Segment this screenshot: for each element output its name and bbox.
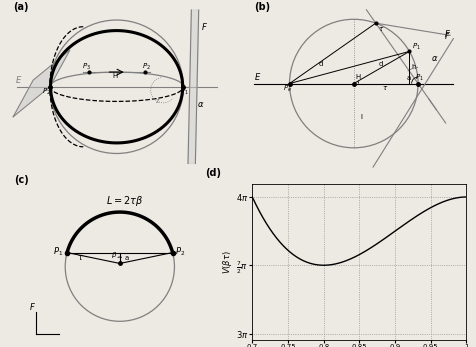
Text: $P_1$: $P_1$ <box>180 86 189 96</box>
Text: $P_1$: $P_1$ <box>53 245 63 258</box>
Text: $\alpha$: $\alpha$ <box>431 54 438 63</box>
Text: $P_1$: $P_1$ <box>416 73 424 83</box>
Text: F: F <box>202 23 207 32</box>
Text: h: h <box>411 64 416 70</box>
Text: $P_3$: $P_3$ <box>82 62 91 72</box>
Text: $\tau$: $\tau$ <box>382 84 388 92</box>
Text: $P_2$: $P_2$ <box>175 245 185 258</box>
Polygon shape <box>13 50 70 117</box>
Text: $P_1$: $P_1$ <box>412 42 421 52</box>
Text: $L = 2\tau\beta$: $L = 2\tau\beta$ <box>106 194 143 208</box>
Text: (a): (a) <box>13 2 29 12</box>
Polygon shape <box>188 10 198 163</box>
Text: H: H <box>112 73 117 79</box>
Text: d: d <box>318 60 323 67</box>
Text: $P_2$: $P_2$ <box>142 62 151 72</box>
Text: $\tau$: $\tau$ <box>377 25 384 33</box>
Text: (c): (c) <box>14 175 29 185</box>
Text: F: F <box>30 303 35 312</box>
Text: F: F <box>445 30 450 39</box>
Text: $\alpha$: $\alpha$ <box>197 100 204 109</box>
Text: d: d <box>378 60 383 67</box>
Text: z: z <box>155 99 159 104</box>
Text: $E$: $E$ <box>254 71 261 82</box>
Text: $\tau$: $\tau$ <box>77 253 84 262</box>
Text: (d): (d) <box>205 168 221 178</box>
Y-axis label: $V(\beta\tau)$: $V(\beta\tau)$ <box>221 250 234 274</box>
Text: F: F <box>445 32 450 41</box>
Text: a: a <box>125 255 129 261</box>
Text: $P_e$: $P_e$ <box>283 84 292 94</box>
Text: $E$: $E$ <box>15 74 22 85</box>
Text: $P_2$: $P_2$ <box>42 86 51 96</box>
Text: H: H <box>356 74 361 80</box>
Text: l: l <box>360 114 362 120</box>
Text: (b): (b) <box>254 2 270 12</box>
Text: a: a <box>407 75 411 81</box>
Text: $\beta$: $\beta$ <box>111 250 117 260</box>
